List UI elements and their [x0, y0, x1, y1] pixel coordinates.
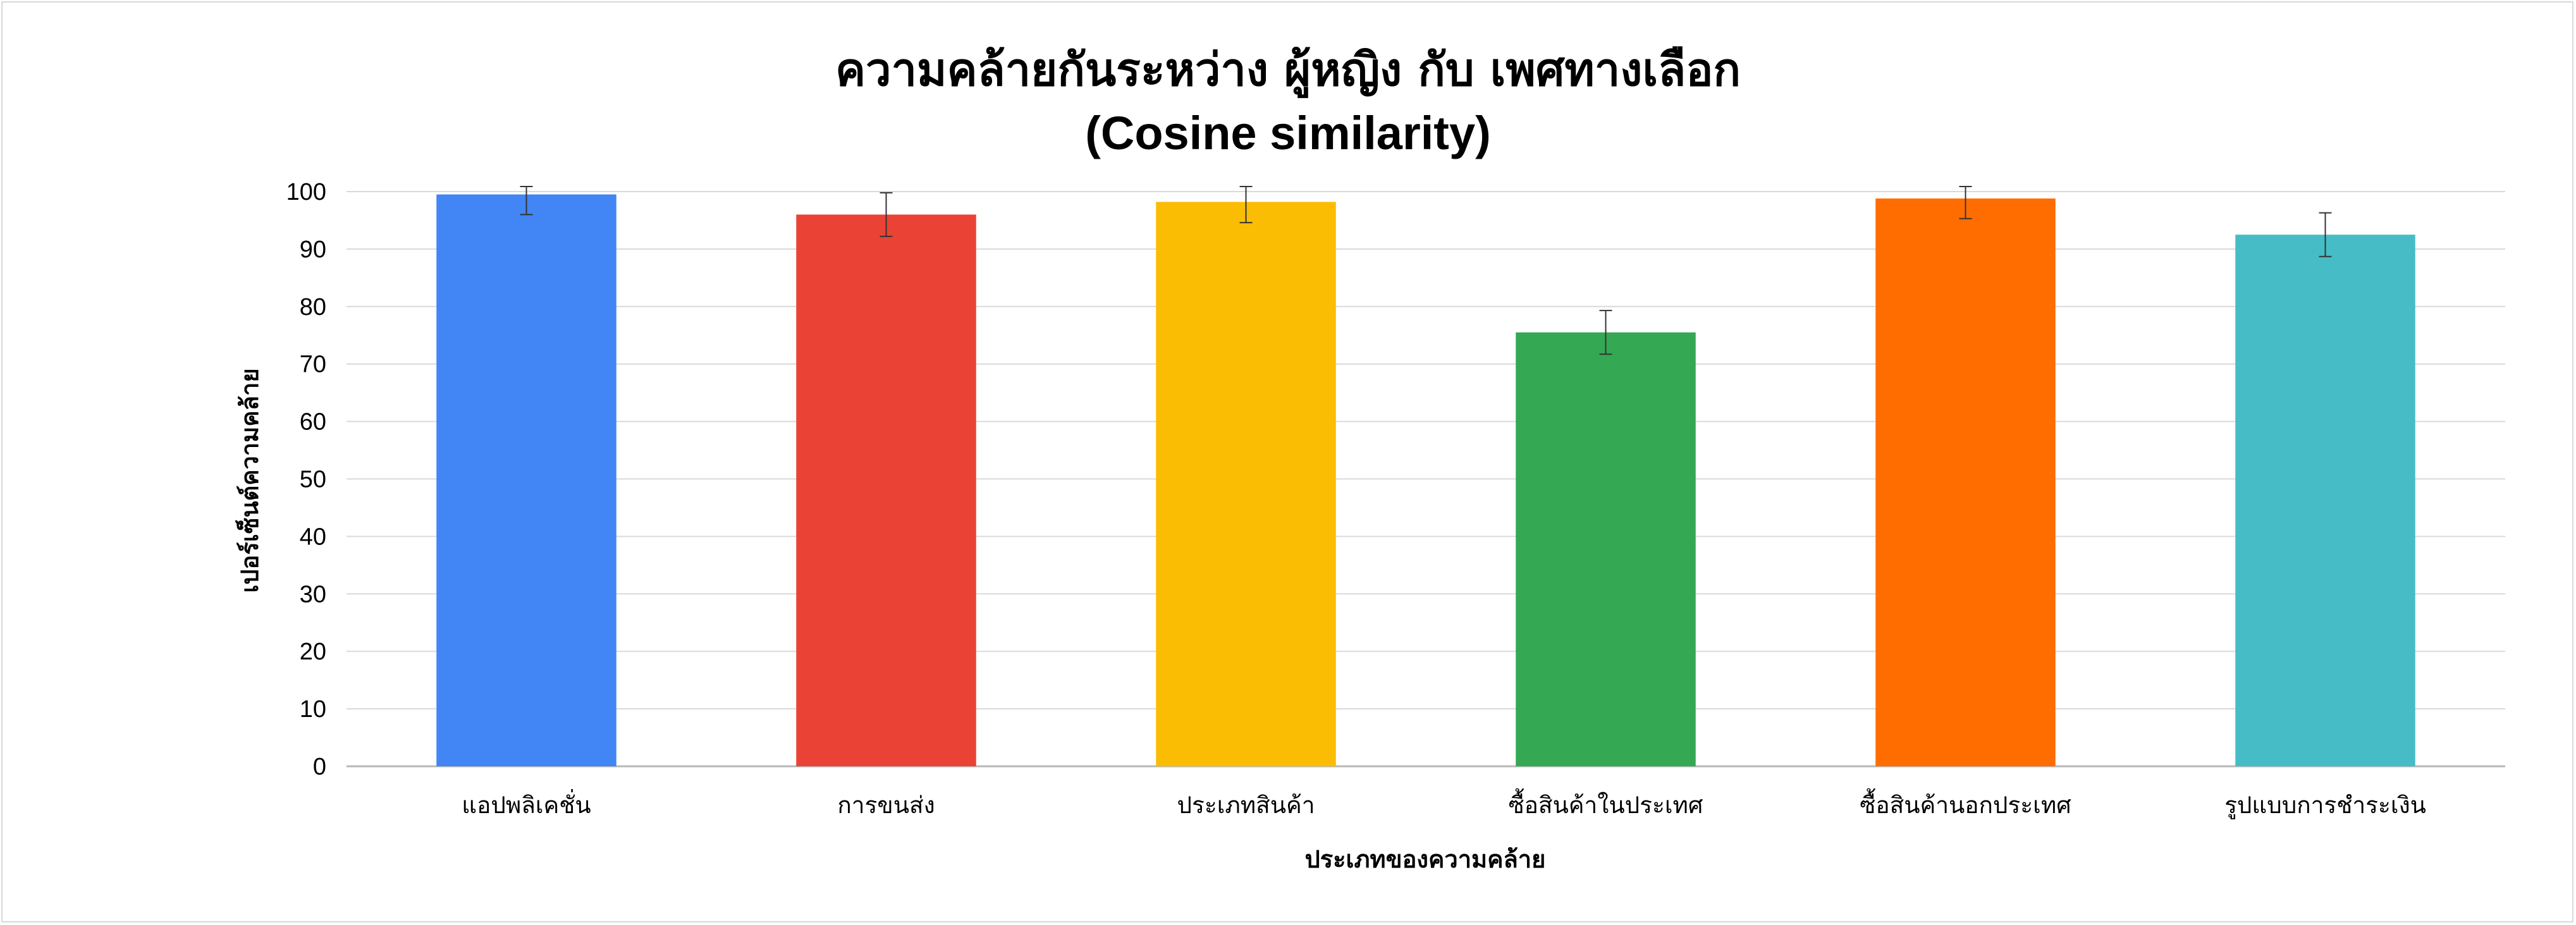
y-axis-title: เปอร์เซ็นต์ความคล้าย: [235, 368, 264, 592]
error-bar: [2319, 212, 2332, 257]
error-bars: [520, 186, 2332, 355]
y-tick-label: 20: [300, 639, 326, 665]
x-axis-labels: แอปพลิเคชั่น การขนส่ง ประเภทสินค้า ซื้อสินค…: [462, 788, 2426, 819]
error-bar: [1239, 186, 1253, 224]
y-tick-label: 100: [286, 179, 326, 205]
chart-subtitle: (Cosine similarity): [1085, 107, 1491, 159]
bar: [2235, 235, 2415, 766]
bar: [796, 214, 976, 766]
y-tick-label: 40: [300, 524, 326, 550]
x-category-label: การขนส่ง: [837, 792, 935, 819]
x-category-label: ซื้อสินค้าในประเทศ: [1509, 788, 1703, 819]
x-axis-title: ประเภทของความคล้าย: [1305, 845, 1546, 873]
y-tick-label: 10: [300, 696, 326, 723]
bar: [436, 194, 616, 766]
y-tick-label: 70: [300, 352, 326, 378]
x-category-label: แอปพลิเคชั่น: [462, 788, 591, 819]
error-bar: [1959, 186, 1972, 219]
x-category-label: ประเภทสินค้า: [1177, 792, 1315, 819]
y-tick-label: 90: [300, 236, 326, 263]
gridlines: [347, 191, 2505, 768]
bar: [1875, 198, 2056, 767]
chart-title: ความคล้ายกันระหว่าง ผู้หญิง กับ เพศทางเล…: [835, 43, 1741, 96]
y-tick-label: 80: [300, 294, 326, 321]
y-axis-ticks: 0 10 20 30 40 50 60 70 80 90 100: [286, 179, 326, 780]
y-tick-label: 50: [300, 467, 326, 493]
x-category-label: ซื้อสินค้านอกประเทศ: [1860, 788, 2071, 819]
error-bar: [1599, 310, 1612, 355]
y-tick-label: 0: [313, 754, 326, 780]
y-tick-label: 30: [300, 581, 326, 608]
bar: [1156, 202, 1336, 766]
error-bar: [880, 192, 893, 237]
bar: [1516, 332, 1696, 766]
x-category-label: รูปแบบการชำระเงิน: [2224, 792, 2426, 819]
y-tick-label: 60: [300, 409, 326, 436]
bars: [436, 194, 2415, 767]
error-bar: [520, 186, 533, 216]
